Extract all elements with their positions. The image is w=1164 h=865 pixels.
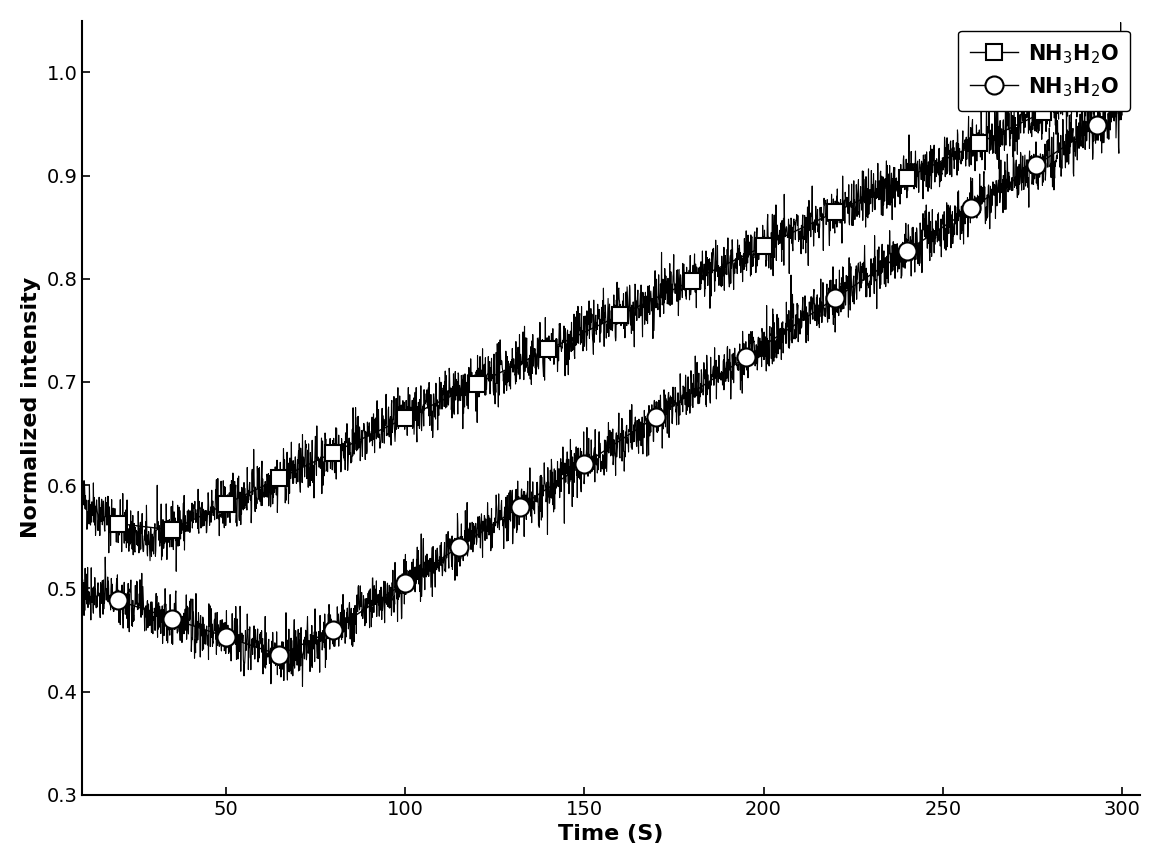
NH$_3$H$_2$O	[965, 203, 979, 214]
NH$_3$H$_2$O	[900, 172, 914, 183]
NH$_3$H$_2$O	[684, 276, 698, 286]
NH$_3$H$_2$O	[972, 138, 986, 149]
NH$_3$H$_2$O	[326, 625, 340, 635]
X-axis label: Time (S): Time (S)	[559, 824, 663, 844]
NH$_3$H$_2$O	[219, 499, 233, 509]
NH$_3$H$_2$O	[512, 502, 526, 512]
NH$_3$H$_2$O	[1029, 160, 1043, 170]
NH$_3$H$_2$O	[111, 595, 125, 606]
NH$_3$H$_2$O	[452, 542, 466, 553]
Line: NH$_3$H$_2$O: NH$_3$H$_2$O	[109, 116, 1106, 664]
NH$_3$H$_2$O	[272, 650, 286, 660]
NH$_3$H$_2$O	[829, 293, 843, 304]
NH$_3$H$_2$O	[398, 413, 412, 423]
NH$_3$H$_2$O	[900, 246, 914, 256]
NH$_3$H$_2$O	[1090, 120, 1103, 131]
NH$_3$H$_2$O	[165, 525, 179, 535]
NH$_3$H$_2$O	[219, 631, 233, 642]
NH$_3$H$_2$O	[398, 578, 412, 588]
NH$_3$H$_2$O	[829, 207, 843, 217]
Y-axis label: Normalized intensity: Normalized intensity	[21, 277, 41, 538]
NH$_3$H$_2$O	[272, 473, 286, 484]
NH$_3$H$_2$O	[613, 310, 627, 320]
NH$_3$H$_2$O	[165, 613, 179, 624]
NH$_3$H$_2$O	[577, 459, 591, 470]
Legend: NH$_3$H$_2$O, NH$_3$H$_2$O: NH$_3$H$_2$O, NH$_3$H$_2$O	[958, 30, 1130, 111]
NH$_3$H$_2$O	[1086, 83, 1100, 93]
NH$_3$H$_2$O	[739, 352, 753, 362]
NH$_3$H$_2$O	[111, 518, 125, 529]
NH$_3$H$_2$O	[541, 344, 555, 355]
Line: NH$_3$H$_2$O: NH$_3$H$_2$O	[111, 80, 1101, 537]
NH$_3$H$_2$O	[470, 379, 484, 389]
NH$_3$H$_2$O	[757, 241, 771, 252]
NH$_3$H$_2$O	[650, 412, 663, 422]
NH$_3$H$_2$O	[326, 447, 340, 458]
NH$_3$H$_2$O	[1036, 107, 1050, 118]
